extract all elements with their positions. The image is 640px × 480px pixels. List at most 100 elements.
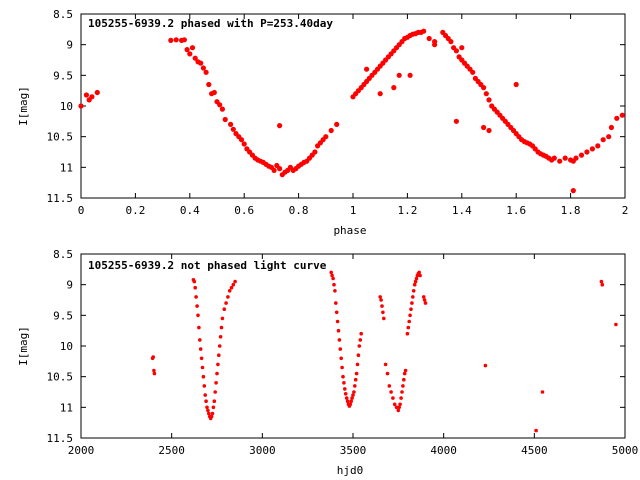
data-point: [387, 384, 392, 388]
data-point: [222, 116, 228, 123]
axis-ticks: 2000 2500 3000 3500 4000 4500 5000 8.5 9 9.5 10 10.…: [47, 248, 639, 457]
data-point: [410, 301, 414, 305]
x-tick-label: 0: [78, 204, 85, 217]
data-point: [213, 390, 217, 394]
data-point: [398, 402, 402, 407]
data-point: [200, 65, 206, 71]
data-point: [584, 149, 590, 155]
data-point: [152, 371, 157, 376]
data-point: [195, 304, 199, 308]
data-point: [483, 91, 489, 97]
data-point: [184, 47, 190, 53]
x-tick-label: 4000: [430, 444, 457, 457]
data-point: [196, 313, 200, 318]
axis-ticks: 0 0.2 0.4 0.6 0.8 1 1.2 1.4 1.6 1.8 2 8.5 9 9.5 10 10.5…: [47, 8, 629, 217]
data-point: [606, 134, 612, 140]
chart-title: 105255-6939.2 not phased light curve: [88, 259, 327, 272]
data-point: [551, 155, 557, 161]
data-point: [481, 85, 487, 91]
data-point: [197, 325, 201, 330]
y-tick-label: 9.5: [53, 309, 73, 322]
data-point: [334, 310, 339, 315]
data-point: [570, 188, 576, 194]
data-point: [486, 127, 492, 134]
data-point: [187, 51, 193, 57]
y-tick-label: 11: [60, 401, 73, 414]
data-point: [557, 158, 563, 164]
data-point: [338, 347, 343, 351]
data-point: [619, 112, 625, 118]
data-point: [470, 69, 476, 75]
data-point: [578, 152, 585, 158]
data-point: [396, 72, 402, 78]
data-point: [337, 338, 342, 342]
data-point: [399, 396, 403, 400]
y-axis-label: I[mag]: [17, 326, 30, 366]
data-point: [331, 276, 335, 281]
data-point: [412, 282, 417, 287]
data-point: [200, 365, 205, 370]
data-points: [78, 28, 625, 194]
data-point: [391, 396, 395, 400]
y-tick-label: 8.5: [53, 8, 73, 21]
data-point: [205, 405, 209, 410]
data-point: [271, 167, 277, 173]
data-point: [378, 295, 383, 299]
data-point: [589, 146, 596, 152]
data-point: [352, 390, 356, 394]
y-tick-label: 9: [66, 39, 73, 52]
data-point: [220, 316, 225, 321]
data-point: [355, 362, 360, 367]
data-point: [328, 127, 334, 134]
data-point: [219, 325, 224, 330]
data-point: [403, 368, 408, 373]
data-point: [394, 405, 399, 410]
data-point: [343, 387, 347, 391]
data-point: [207, 411, 211, 416]
data-point: [401, 384, 405, 388]
data-point: [417, 270, 422, 275]
data-point: [405, 331, 410, 336]
x-tick-label: 0.4: [180, 204, 200, 217]
data-point: [600, 282, 605, 287]
data-point: [241, 141, 247, 147]
data-point: [199, 356, 204, 361]
data-point: [396, 408, 401, 413]
y-tick-label: 10.5: [47, 131, 74, 144]
data-point: [358, 338, 363, 342]
data-point: [202, 384, 207, 388]
data-point: [152, 368, 156, 373]
data-point: [407, 72, 413, 78]
data-point: [343, 392, 348, 396]
data-point: [614, 115, 620, 121]
data-point: [364, 66, 370, 72]
data-point: [382, 316, 386, 321]
data-point: [483, 363, 488, 368]
data-point: [198, 338, 202, 342]
y-axis-label: I[mag]: [17, 86, 30, 126]
data-point: [348, 402, 353, 407]
data-point: [459, 45, 465, 51]
data-point: [423, 301, 428, 305]
y-tick-label: 11.5: [47, 432, 74, 445]
data-point: [330, 273, 334, 278]
data-point: [219, 106, 225, 112]
data-point: [379, 298, 383, 302]
data-point: [189, 45, 196, 51]
data-point: [421, 28, 427, 34]
data-point: [380, 304, 384, 308]
phased-light-curve-panel: 105255-6939.2 phased with P=253.40day ph…: [17, 8, 628, 237]
x-tick-label: 0.8: [289, 204, 309, 217]
data-point: [486, 97, 492, 103]
data-point: [217, 353, 221, 358]
x-tick-label: 5000: [612, 444, 639, 457]
x-tick-label: 1.4: [452, 204, 472, 217]
data-point: [534, 428, 538, 433]
data-point: [231, 282, 236, 287]
data-point: [413, 279, 418, 284]
data-point: [201, 374, 206, 379]
data-point: [349, 399, 354, 404]
x-tick-label: 1.8: [561, 204, 581, 217]
data-point: [329, 270, 334, 275]
x-tick-label: 2: [622, 204, 629, 217]
